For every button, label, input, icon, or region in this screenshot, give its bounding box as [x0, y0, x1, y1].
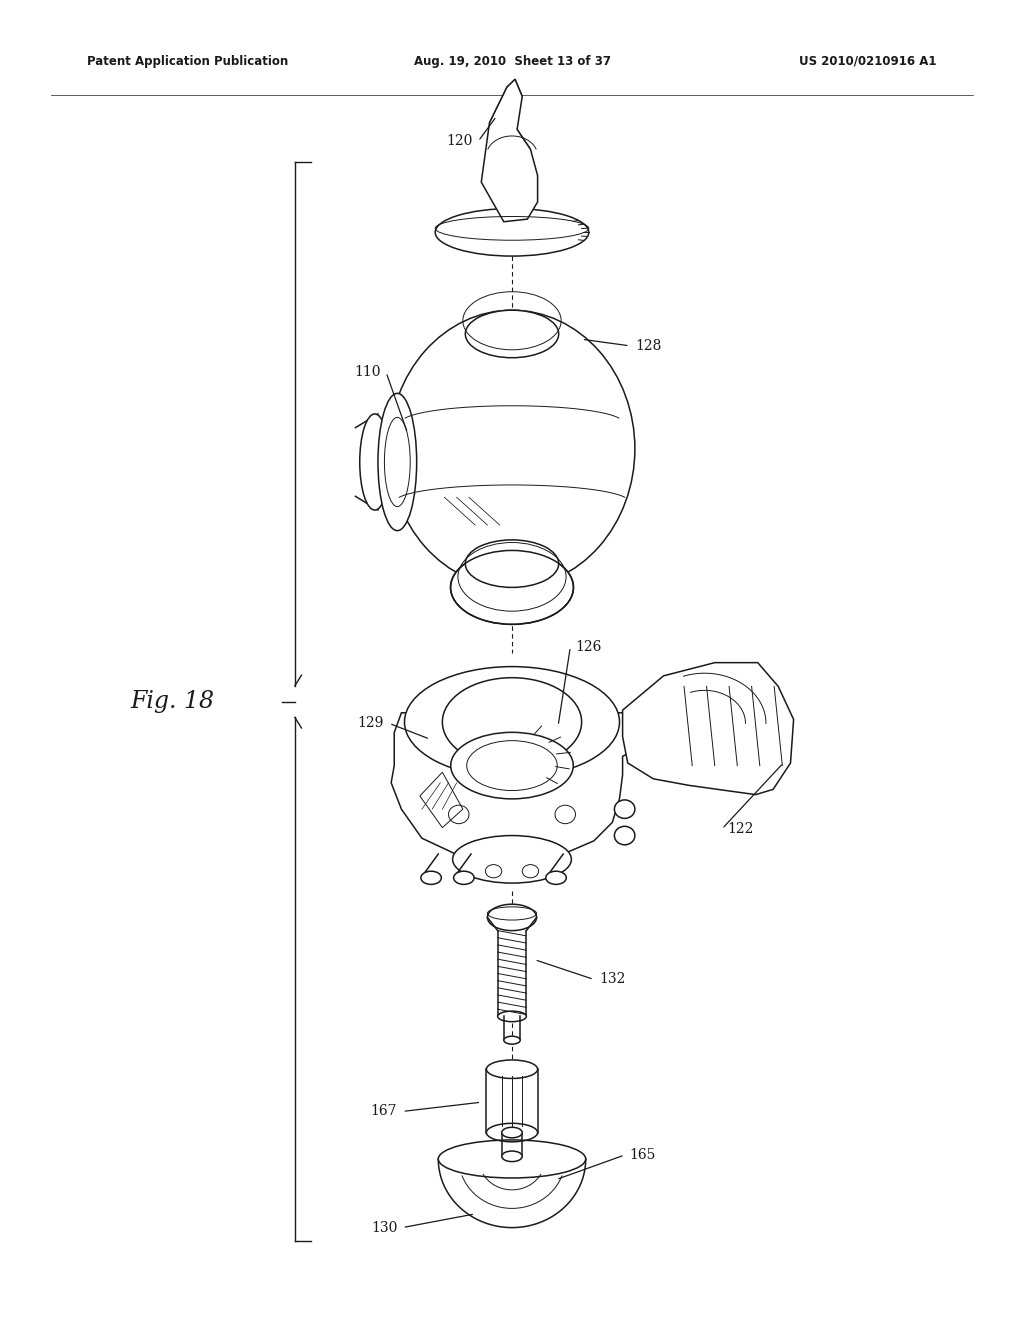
- Ellipse shape: [454, 871, 474, 884]
- Ellipse shape: [485, 865, 502, 878]
- Text: 130: 130: [371, 1221, 397, 1234]
- Text: 126: 126: [575, 640, 602, 653]
- Ellipse shape: [498, 1011, 526, 1022]
- Ellipse shape: [504, 1036, 520, 1044]
- Text: 132: 132: [599, 973, 626, 986]
- Text: 122: 122: [727, 822, 754, 836]
- Ellipse shape: [486, 1123, 538, 1142]
- Text: US 2010/0210916 A1: US 2010/0210916 A1: [800, 55, 937, 67]
- Text: Aug. 19, 2010  Sheet 13 of 37: Aug. 19, 2010 Sheet 13 of 37: [414, 55, 610, 67]
- Ellipse shape: [546, 871, 566, 884]
- Ellipse shape: [465, 310, 559, 358]
- Text: 167: 167: [371, 1105, 397, 1118]
- Ellipse shape: [614, 826, 635, 845]
- Ellipse shape: [502, 1127, 522, 1138]
- Polygon shape: [481, 79, 538, 222]
- Ellipse shape: [487, 904, 537, 931]
- Ellipse shape: [451, 550, 573, 624]
- Ellipse shape: [486, 1060, 538, 1078]
- Ellipse shape: [421, 871, 441, 884]
- Ellipse shape: [442, 677, 582, 767]
- Text: 128: 128: [635, 339, 662, 352]
- Polygon shape: [438, 1159, 586, 1228]
- Ellipse shape: [522, 865, 539, 878]
- Ellipse shape: [389, 310, 635, 587]
- Text: Patent Application Publication: Patent Application Publication: [87, 55, 289, 67]
- Ellipse shape: [502, 1151, 522, 1162]
- Ellipse shape: [451, 733, 573, 799]
- Ellipse shape: [435, 209, 589, 256]
- Text: 120: 120: [446, 135, 473, 148]
- Text: Fig. 18: Fig. 18: [130, 690, 214, 713]
- Ellipse shape: [404, 667, 620, 777]
- Polygon shape: [391, 713, 630, 859]
- Ellipse shape: [453, 836, 571, 883]
- Text: 129: 129: [357, 717, 384, 730]
- Ellipse shape: [614, 800, 635, 818]
- Ellipse shape: [378, 393, 417, 531]
- Text: 165: 165: [630, 1148, 656, 1162]
- Ellipse shape: [359, 414, 390, 510]
- Text: 110: 110: [354, 366, 381, 379]
- Polygon shape: [623, 663, 794, 795]
- Ellipse shape: [465, 540, 559, 587]
